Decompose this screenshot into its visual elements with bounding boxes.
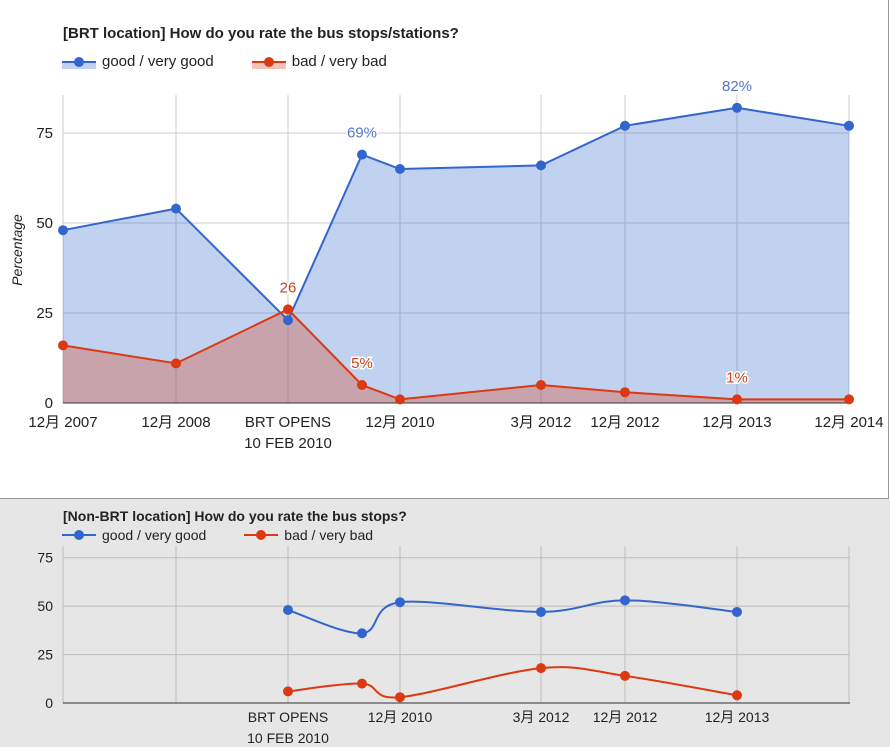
chart-title: [BRT location] How do you rate the bus s… xyxy=(63,25,459,42)
data-point-good xyxy=(357,628,367,639)
data-label-good: 69% xyxy=(347,125,377,142)
data-point-bad xyxy=(283,686,293,697)
data-point-bad xyxy=(395,692,405,703)
data-point-bad xyxy=(620,670,630,681)
data-point-good xyxy=(395,164,405,174)
data-point-good xyxy=(171,203,181,214)
y-tick-label: 0 xyxy=(45,395,53,412)
data-point-good xyxy=(283,605,293,615)
legend-swatch-bad xyxy=(244,530,279,540)
chart-panel-brt: [BRT location] How do you rate the bus s… xyxy=(0,0,889,499)
data-point-good xyxy=(620,120,630,131)
chart-panel-non-brt: [Non-BRT location] How do you rate the b… xyxy=(0,499,890,747)
plot-area-brt: 0 25 50 75 69% 82% 26 5% 1% 12月 2007 12月 2008 BRT O… xyxy=(9,76,884,452)
x-tick-label: 12月 2014 xyxy=(814,414,883,431)
data-point-bad xyxy=(536,380,546,390)
legend-label-good: good / very good xyxy=(102,527,207,543)
data-point-bad xyxy=(844,394,854,405)
data-point-bad xyxy=(395,394,405,405)
data-point-good xyxy=(536,160,546,171)
legend-label-bad: bad / very bad xyxy=(291,53,387,70)
data-point-good xyxy=(58,225,68,236)
data-point-bad xyxy=(58,340,68,351)
legend-swatch-good xyxy=(62,56,96,69)
data-point-good xyxy=(620,595,630,606)
y-axis-title: Percentage xyxy=(9,214,25,286)
legend-item-bad[interactable]: bad / very bad xyxy=(251,53,387,70)
area-bad xyxy=(63,309,849,403)
legend-item-bad[interactable]: bad / very bad xyxy=(244,527,373,543)
data-point-bad xyxy=(536,663,546,674)
legend: good / very good bad / very bad xyxy=(62,527,411,543)
x-tick-label: 10 FEB 2010 xyxy=(247,730,329,746)
x-tick-label: 12月 2012 xyxy=(593,709,658,725)
y-tick-label: 25 xyxy=(37,647,53,663)
data-point-bad xyxy=(357,380,367,390)
data-point-good xyxy=(732,606,742,617)
x-tick-label: 3月 2012 xyxy=(511,414,572,431)
data-point-bad xyxy=(732,394,742,405)
x-tick-label: 12月 2013 xyxy=(705,709,770,725)
legend-label-bad: bad / very bad xyxy=(284,527,374,543)
legend-swatch-good xyxy=(62,530,96,540)
y-tick-label: 25 xyxy=(36,305,53,322)
legend: good / very good bad / very bad xyxy=(62,53,425,70)
data-point-good xyxy=(395,597,405,608)
x-tick-label: 12月 2013 xyxy=(702,414,771,431)
legend-item-good[interactable]: good / very good xyxy=(62,53,214,70)
data-point-bad xyxy=(620,387,630,398)
data-point-bad xyxy=(357,678,367,689)
x-tick-label: 12月 2007 xyxy=(28,414,97,431)
y-tick-label: 50 xyxy=(37,598,53,614)
x-tick-label: 12月 2010 xyxy=(368,709,433,725)
chart-title: [Non-BRT location] How do you rate the b… xyxy=(63,508,407,524)
x-tick-label: BRT OPENS xyxy=(245,414,331,431)
series-line-good xyxy=(287,599,738,635)
y-tick-label: 50 xyxy=(36,215,53,232)
legend-label-good: good / very good xyxy=(102,53,214,70)
data-point-good xyxy=(357,149,367,160)
data-point-good xyxy=(536,606,546,617)
series-line-bad xyxy=(287,666,738,699)
data-point-bad xyxy=(171,358,181,369)
data-label-good: 82% xyxy=(722,78,752,95)
x-tick-label: 10 FEB 2010 xyxy=(244,435,332,452)
data-label-bad: 5% xyxy=(351,355,373,372)
area-good xyxy=(63,107,849,404)
x-tick-label: 12月 2012 xyxy=(590,414,659,431)
data-point-good xyxy=(844,120,854,131)
x-tick-label: 12月 2010 xyxy=(365,414,434,431)
y-tick-label: 0 xyxy=(45,695,53,711)
x-tick-label: 3月 2012 xyxy=(513,709,570,725)
x-tick-label: 12月 2008 xyxy=(141,414,210,431)
data-point-good xyxy=(732,102,742,113)
y-tick-label: 75 xyxy=(36,125,53,142)
data-point-good xyxy=(283,315,293,326)
data-label-bad: 26 xyxy=(280,279,297,296)
data-label-bad: 1% xyxy=(726,369,748,386)
x-tick-label: BRT OPENS xyxy=(248,709,328,725)
y-tick-label: 75 xyxy=(37,550,53,566)
legend-item-good[interactable]: good / very good xyxy=(62,527,206,543)
data-point-bad xyxy=(732,690,742,701)
data-point-bad xyxy=(283,304,293,315)
legend-swatch-bad xyxy=(251,56,286,69)
